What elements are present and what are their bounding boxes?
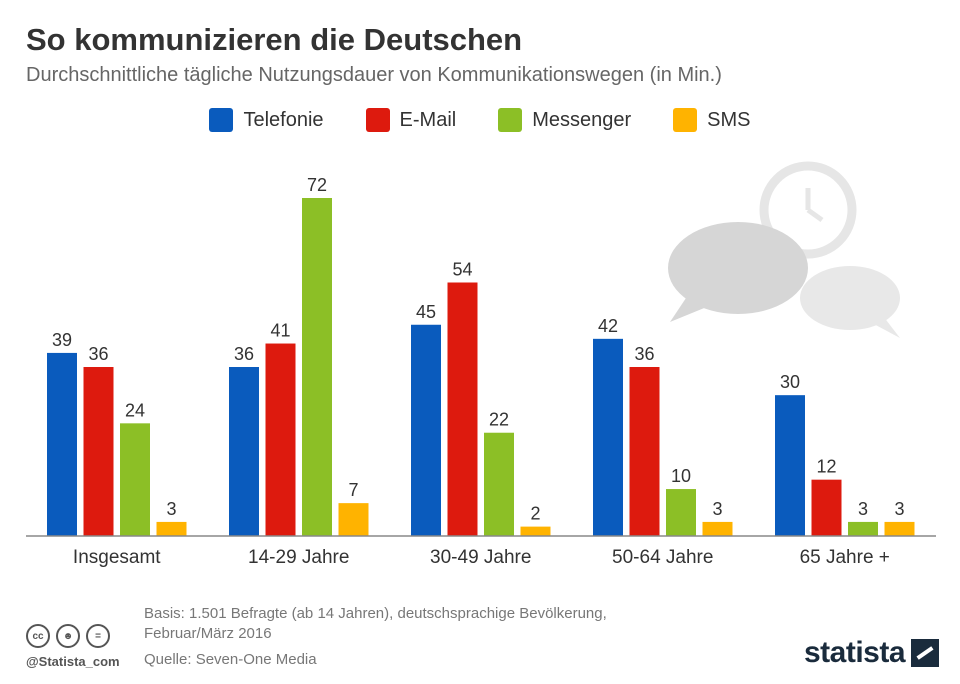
license-icons: cc ☻ = [26, 624, 110, 648]
data-label: 39 [52, 330, 72, 350]
bar-e-mail-4 [811, 479, 842, 536]
bar-sms-1 [338, 503, 369, 536]
legend-swatch [673, 108, 698, 132]
bar-e-mail-0 [83, 367, 114, 536]
data-label: 22 [489, 410, 509, 430]
category-label: 65 Jahre + [800, 547, 890, 568]
statista-logo-text: statista [804, 636, 906, 669]
chart-title: So kommunizieren die Deutschen [26, 22, 523, 57]
bar-e-mail-3 [629, 367, 660, 536]
category-label: 14-29 Jahre [248, 547, 349, 568]
bar-messenger-0 [120, 423, 150, 536]
legend-swatch [209, 108, 234, 132]
data-label: 54 [452, 260, 472, 280]
data-label: 3 [712, 499, 722, 519]
bar-messenger-2 [484, 432, 514, 536]
cc-icon: cc [26, 624, 50, 648]
legend-label: Telefonie [243, 108, 324, 131]
data-label: 41 [270, 321, 290, 341]
data-label: 10 [671, 466, 691, 486]
legend-label: SMS [707, 108, 751, 131]
data-label: 36 [634, 344, 654, 364]
legend-item-e-mail: E-Mail [365, 108, 457, 132]
data-label: 24 [125, 400, 145, 420]
data-label: 36 [88, 344, 108, 364]
no-derivatives-icon: = [86, 624, 110, 648]
basis-note-line1: Basis: 1.501 Befragte (ab 14 Jahren), de… [144, 605, 607, 622]
bar-sms-0 [156, 521, 187, 536]
basis-note: Basis: 1.501 Befragte (ab 14 Jahren), de… [144, 604, 607, 644]
data-label: 30 [780, 372, 800, 392]
bar-telefonie-4 [775, 395, 805, 536]
statista-logo-icon [911, 639, 940, 667]
bar-e-mail-2 [447, 282, 478, 536]
bar-messenger-1 [302, 198, 332, 536]
data-label: 3 [166, 499, 176, 519]
bar-messenger-3 [666, 489, 696, 536]
data-label: 2 [530, 504, 540, 524]
legend-label: Messenger [532, 108, 632, 131]
category-label: 30-49 Jahre [430, 547, 531, 568]
data-label: 72 [307, 175, 327, 195]
basis-note-line2: Februar/März 2016 [144, 625, 272, 642]
attribution-icon: ☻ [56, 624, 80, 648]
legend-label: E-Mail [399, 108, 457, 131]
bar-e-mail-1 [265, 343, 296, 536]
bar-messenger-4 [848, 521, 878, 536]
legend-item-messenger: Messenger [498, 108, 631, 132]
bar-telefonie-1 [229, 367, 259, 536]
legend: Telefonie E-Mail Messenger SMS [0, 108, 960, 132]
legend-item-sms: SMS [673, 108, 751, 132]
category-label: Insgesamt [73, 547, 161, 568]
statista-logo[interactable]: statista [804, 636, 940, 670]
bar-telefonie-3 [593, 338, 623, 536]
bar-telefonie-2 [411, 324, 441, 536]
category-label: 50-64 Jahre [612, 547, 713, 568]
statista-handle: @Statista_com [26, 654, 120, 669]
data-label: 3 [858, 499, 868, 519]
data-label: 36 [234, 344, 254, 364]
bar-sms-2 [520, 526, 551, 536]
data-label: 42 [598, 316, 618, 336]
source-note: Quelle: Seven-One Media [144, 651, 317, 668]
data-label: 3 [894, 499, 904, 519]
chart-subtitle: Durchschnittliche tägliche Nutzungsdauer… [26, 64, 722, 86]
data-label: 7 [348, 480, 358, 500]
data-label: 45 [416, 302, 436, 322]
bar-sms-3 [702, 521, 733, 536]
legend-swatch [365, 108, 390, 132]
legend-swatch [498, 108, 523, 132]
legend-item-telefonie: Telefonie [209, 108, 324, 132]
bar-sms-4 [884, 521, 915, 536]
data-label: 12 [816, 457, 836, 477]
bar-telefonie-0 [47, 352, 77, 536]
